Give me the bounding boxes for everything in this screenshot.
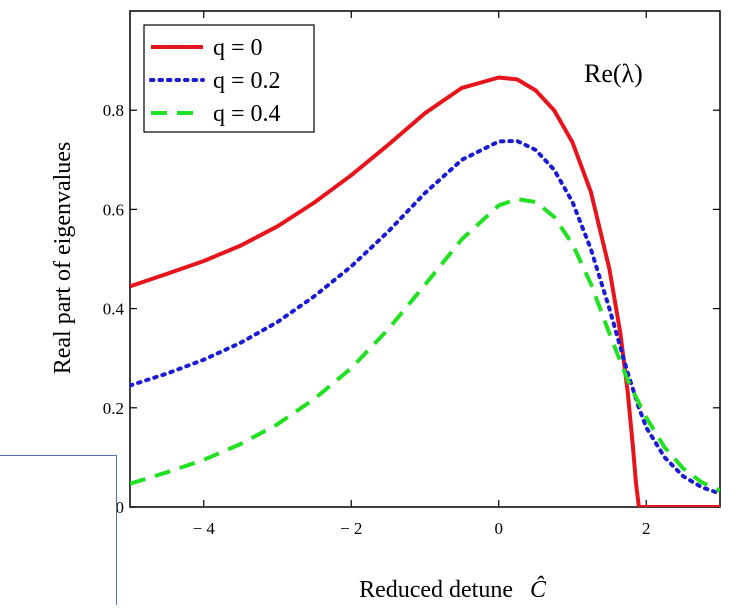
legend-label-1: q = 0 bbox=[213, 35, 263, 61]
y-tick-label: 0.4 bbox=[103, 300, 125, 319]
x-tick-label: − 4 bbox=[193, 519, 216, 538]
re-lambda-annotation: Re(λ) bbox=[584, 59, 643, 88]
legend-label-2: q = 0.2 bbox=[213, 68, 281, 94]
y-tick-label: 0.6 bbox=[103, 200, 124, 219]
tick-labels: − 4 − 2 0 2 0 0.2 0.4 0.6 0.8 bbox=[103, 101, 651, 538]
y-tick-label: 0.8 bbox=[103, 101, 124, 120]
series-line-2 bbox=[130, 139, 720, 496]
side-panel-box bbox=[0, 455, 117, 605]
x-axis-symbol: Ĉ bbox=[530, 576, 547, 603]
x-axis-title: Reduced detune bbox=[359, 577, 513, 603]
y-axis-title: Real part of eigenvalues bbox=[50, 142, 76, 375]
y-tick-label: 0.2 bbox=[103, 399, 124, 418]
series-line-3 bbox=[130, 197, 720, 493]
x-tick-label: − 2 bbox=[340, 519, 362, 538]
legend: q = 0 q = 0.2 q = 0.4 bbox=[143, 24, 315, 133]
x-tick-label: 2 bbox=[642, 519, 651, 538]
legend-box bbox=[143, 24, 315, 133]
x-tick-label: 0 bbox=[495, 519, 504, 538]
legend-label-3: q = 0.4 bbox=[213, 101, 281, 127]
series-line-1 bbox=[130, 75, 720, 507]
y-tick-label: 0 bbox=[116, 498, 125, 517]
series-layer bbox=[130, 75, 720, 507]
